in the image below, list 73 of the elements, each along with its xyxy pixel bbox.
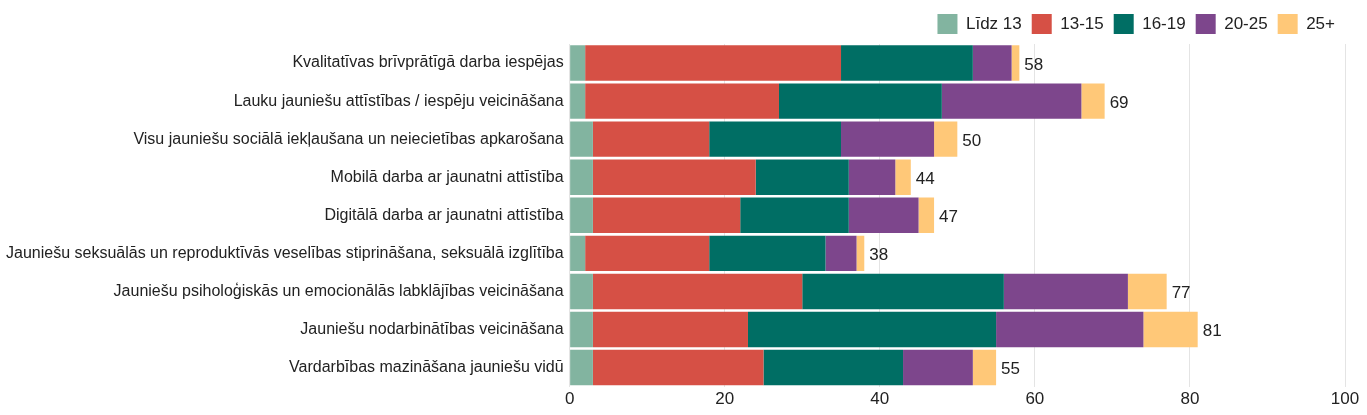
bar (755, 159, 849, 195)
total-label: 77 (1171, 283, 1191, 303)
bar (848, 197, 919, 233)
bar (972, 45, 1012, 81)
bar (918, 197, 935, 233)
bar (1081, 83, 1105, 119)
y-tick-label: Jauniešu nodarbinātības veicināšana (300, 319, 564, 337)
y-tick-label: Lauku jauniešu attīstības / iespēju veicināšana (233, 91, 564, 109)
bar (570, 197, 593, 233)
bar (934, 121, 958, 157)
y-tick-label: Vardarbības mazināšana jauniešu vidū (289, 357, 564, 375)
y-tick-label: Digitālā darba ar jaunatni attīstība (324, 205, 564, 223)
bar (895, 159, 911, 195)
total-label: 50 (962, 130, 982, 150)
bar (570, 311, 593, 348)
bar (585, 235, 710, 272)
x-tick-label: 40 (870, 389, 890, 409)
total-label: 44 (915, 168, 935, 188)
bar (592, 311, 748, 348)
bar (1127, 273, 1167, 310)
legend-label: 20-25 (1224, 13, 1268, 33)
x-tick-label: 60 (1025, 389, 1045, 409)
bar (841, 45, 973, 81)
x-tick-label: 80 (1180, 389, 1200, 409)
y-tick-label: Jauniešu seksuālās un reproduktīvās veselības stiprināšana, seksuālā izglītība (5, 243, 564, 261)
bar (570, 121, 593, 157)
bar (1011, 45, 1020, 81)
bar (941, 83, 1082, 119)
bar (825, 235, 857, 272)
y-tick-label: Visu jauniešu sociālā iekļaušana un neiecietības apkarošana (133, 129, 564, 147)
legend-label: 25+ (1306, 13, 1336, 33)
bar (570, 159, 593, 195)
legend-label: 13-15 (1060, 13, 1104, 33)
bar (996, 311, 1144, 348)
y-tick-label: Jauniešu psiholoģiskās un emocionālās labklājības veicināšana (113, 281, 564, 299)
bar (570, 349, 593, 386)
x-tick-label: 100 (1330, 389, 1360, 409)
bar (740, 197, 849, 233)
bar (972, 349, 997, 386)
bar (848, 159, 896, 195)
y-tick-label: Kvalitatīvas brīvprātīgā darba iespējas (292, 53, 564, 71)
bar (592, 197, 741, 233)
bar (592, 159, 756, 195)
bar (592, 349, 764, 386)
bar (903, 349, 973, 386)
bar (778, 83, 942, 119)
bar (747, 311, 997, 348)
bar (585, 83, 779, 119)
bar (570, 273, 593, 310)
bar (1003, 273, 1128, 310)
bar (1143, 311, 1198, 348)
bar (585, 45, 842, 81)
x-tick-label: 0 (564, 389, 575, 409)
bar (709, 235, 826, 272)
total-label: 38 (869, 245, 889, 265)
bar (802, 273, 1004, 310)
legend-label: Līdz 13 (965, 13, 1022, 33)
bar (570, 83, 586, 119)
total-label: 47 (939, 206, 958, 226)
x-tick-label: 20 (715, 389, 735, 409)
total-label: 55 (1001, 359, 1021, 379)
total-label: 69 (1109, 92, 1129, 112)
y-tick-label: Mobilā darba ar jaunatni attīstība (330, 167, 564, 185)
bar (709, 121, 842, 157)
total-label: 81 (1202, 321, 1222, 341)
bar (841, 121, 935, 157)
bar (570, 235, 586, 272)
bar (592, 273, 803, 310)
bar (592, 121, 710, 157)
bar (763, 349, 904, 386)
legend-label: 16-19 (1142, 13, 1186, 33)
total-label: 58 (1024, 54, 1044, 74)
bar (570, 45, 586, 81)
